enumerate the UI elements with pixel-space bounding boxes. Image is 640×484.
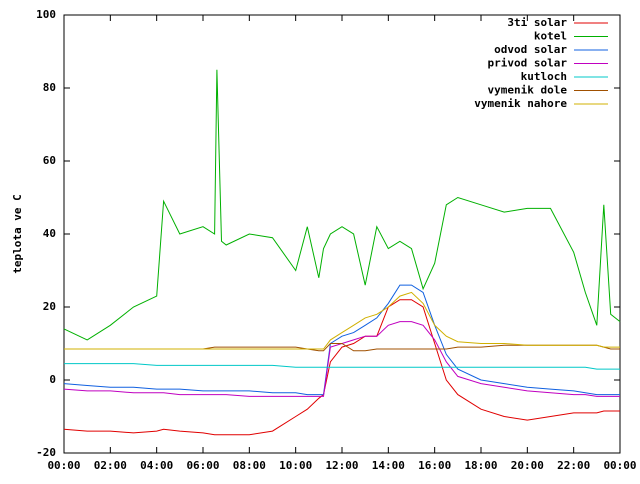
x-tick-label: 14:00	[372, 459, 405, 472]
y-axis-label: teplota ve C	[11, 194, 24, 273]
y-tick-label: 60	[43, 154, 56, 167]
series-line	[64, 291, 620, 350]
series-line	[63, 69, 621, 341]
x-tick-label: 00:00	[603, 459, 636, 472]
x-tick-label: 18:00	[464, 459, 497, 472]
x-tick-label: 00:00	[47, 459, 80, 472]
legend-label: vymenik nahore	[474, 97, 567, 110]
series-line	[64, 363, 620, 370]
x-tick-label: 12:00	[325, 459, 358, 472]
legend-label: kutloch	[521, 70, 567, 83]
x-tick-label: 02:00	[94, 459, 127, 472]
x-tick-label: 08:00	[233, 459, 266, 472]
x-tick-label: 20:00	[511, 459, 544, 472]
series-line	[63, 299, 620, 436]
series-line	[63, 321, 620, 397]
legend-label: vymenik dole	[488, 84, 568, 97]
legend-label: kotel	[534, 30, 567, 43]
x-tick-label: 04:00	[140, 459, 173, 472]
x-tick-label: 16:00	[418, 459, 451, 472]
legend-label: odvod solar	[494, 43, 567, 56]
legend-label: privod solar	[488, 57, 568, 70]
y-tick-label: 80	[43, 81, 56, 94]
x-tick-label: 10:00	[279, 459, 312, 472]
y-tick-label: 40	[43, 227, 56, 240]
y-tick-label: 100	[36, 8, 56, 21]
x-tick-label: 22:00	[557, 459, 590, 472]
y-tick-label: 0	[49, 373, 56, 386]
y-tick-label: -20	[36, 446, 56, 459]
series-line	[63, 284, 620, 396]
x-tick-label: 06:00	[186, 459, 219, 472]
y-tick-label: 20	[43, 300, 56, 313]
legend-label: 3ti solar	[507, 16, 567, 29]
